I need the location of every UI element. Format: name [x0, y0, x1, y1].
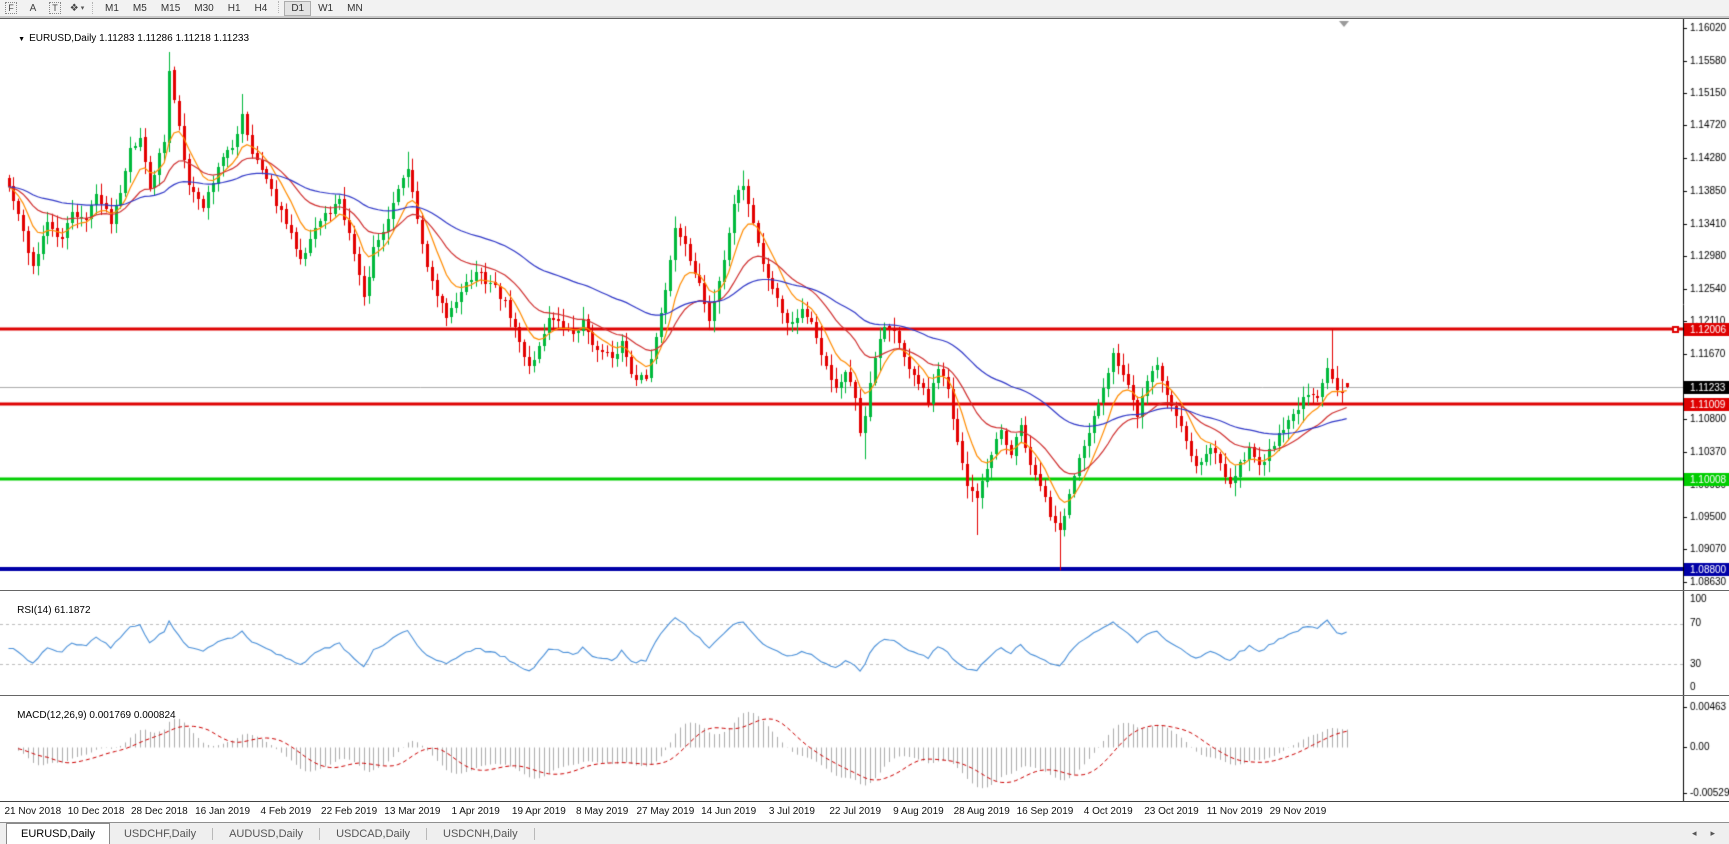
fibonacci-tool-icon: F [5, 2, 17, 14]
timeframe-buttons-group: M1 M5 M15 M30 H1 H4 D1 W1 MN [98, 0, 370, 16]
tab-divider [212, 827, 214, 840]
timeframe-m15-button[interactable]: M15 [160, 2, 181, 14]
chart-tab-audusd[interactable]: AUDUSD,Daily [229, 827, 304, 840]
chart-tab-eurusd[interactable]: EURUSD,Daily [6, 823, 110, 844]
chart-tab-usdcad[interactable]: USDCAD,Daily [336, 827, 411, 840]
symbol-header: ▼ EURUSD,Daily 1.11283 1.11286 1.11218 1.… [7, 22, 249, 55]
date-tick-label: 16 Jan 2019 [195, 806, 251, 817]
date-axis: 21 Nov 2018 10 Dec 2018 28 Dec 2018 16 Jan … [0, 802, 1729, 823]
date-tick-label: 3 Jul 2019 [768, 806, 815, 817]
rsi-name: RSI(14) [17, 605, 52, 616]
date-tick-label: 13 Mar 2019 [384, 806, 441, 817]
text-annotation-tool-button[interactable]: A [23, 1, 43, 15]
rsi-indicator-canvas[interactable] [0, 591, 1729, 696]
date-tick-label: 8 May 2019 [576, 806, 629, 817]
timeframe-m30-button[interactable]: M30 [194, 2, 214, 14]
date-tick-label: 23 Oct 2019 [1144, 806, 1199, 817]
chart-tab-usdcnh[interactable]: USDCNH,Daily [443, 827, 518, 840]
dropdown-arrow-icon[interactable]: ▾ [80, 5, 85, 12]
tab-divider [319, 827, 321, 840]
date-tick-label: 22 Jul 2019 [829, 806, 882, 817]
scroll-left-icon[interactable]: ◂ [1691, 828, 1697, 838]
shapes-tool-icon: ❖ [69, 2, 79, 14]
chart-tab-usdchf[interactable]: USDCHF,Daily [123, 827, 197, 840]
timeframe-m5-button[interactable]: M5 [132, 2, 147, 14]
shapes-tool-button[interactable]: ❖ ▾ [67, 1, 87, 15]
toolbar-separator [92, 2, 94, 14]
timeframe-mn-button[interactable]: MN [347, 2, 363, 14]
chevron-down-icon[interactable]: ▼ [18, 36, 26, 43]
tab-scroll-arrows: ◂ ▸ [1692, 823, 1729, 844]
date-tick-label: 11 Nov 2019 [1206, 806, 1263, 817]
symbol-title: EURUSD,Daily [29, 33, 97, 44]
drawing-tools-group: F A T ❖ ▾ [0, 1, 88, 15]
macd-signal-value: 0.000824 [133, 710, 176, 721]
macd-label: MACD(12,26,9) 0.001769 0.000824 [6, 699, 176, 732]
top-toolbar: F A T ❖ ▾ M1 M5 M15 M30 H1 H4 D1 W1 MN [0, 0, 1729, 17]
date-tick-label: 16 Sep 2019 [1016, 806, 1074, 817]
date-tick-label: 9 Aug 2019 [893, 806, 944, 817]
date-tick-label: 14 Jun 2019 [701, 806, 757, 817]
date-tick-label: 22 Feb 2019 [321, 806, 378, 817]
date-tick-label: 4 Oct 2019 [1083, 806, 1133, 817]
timeframe-m1-button[interactable]: M1 [105, 2, 119, 14]
timeframe-w1-button[interactable]: W1 [318, 2, 334, 14]
toolbar-separator [278, 0, 280, 13]
ohlc-quote: 1.11283 1.11286 1.11218 1.11233 [99, 33, 250, 44]
tab-divider [533, 827, 535, 840]
fibonacci-tool-button[interactable]: F [1, 1, 21, 15]
date-tick-label: 4 Feb 2019 [260, 806, 312, 817]
macd-indicator-canvas[interactable] [0, 696, 1729, 802]
timeframe-h4-button[interactable]: H4 [254, 2, 268, 14]
text-annotation-tool-icon: A [29, 2, 37, 14]
rsi-value: 61.1872 [54, 605, 91, 616]
date-tick-label: 1 Apr 2019 [451, 806, 500, 817]
rsi-label: RSI(14) 61.1872 [6, 594, 91, 627]
date-tick-label: 28 Dec 2018 [130, 806, 188, 817]
scroll-right-icon[interactable]: ▸ [1710, 828, 1715, 838]
timeframe-d1-button[interactable]: D1 [284, 0, 312, 16]
date-tick-label: 10 Dec 2018 [67, 806, 125, 817]
textbox-tool-button[interactable]: T [45, 1, 65, 15]
macd-main-value: 0.001769 [89, 710, 132, 721]
chart-window-frame [0, 16, 1729, 19]
macd-name: MACD(12,26,9) [17, 710, 87, 721]
chart-tab-bar: EURUSD,Daily USDCHF,Daily AUDUSD,Daily USDC… [0, 823, 1729, 844]
tab-divider [426, 827, 428, 840]
date-tick-label: 27 May 2019 [636, 806, 695, 817]
date-tick-label: 19 Apr 2019 [511, 806, 566, 817]
price-chart-canvas[interactable] [0, 19, 1729, 591]
date-tick-label: 28 Aug 2019 [953, 806, 1010, 817]
textbox-tool-icon: T [49, 2, 61, 14]
date-tick-label: 29 Nov 2019 [1269, 806, 1327, 817]
date-tick-label: 21 Nov 2018 [4, 806, 62, 817]
timeframe-h1-button[interactable]: H1 [227, 2, 241, 14]
